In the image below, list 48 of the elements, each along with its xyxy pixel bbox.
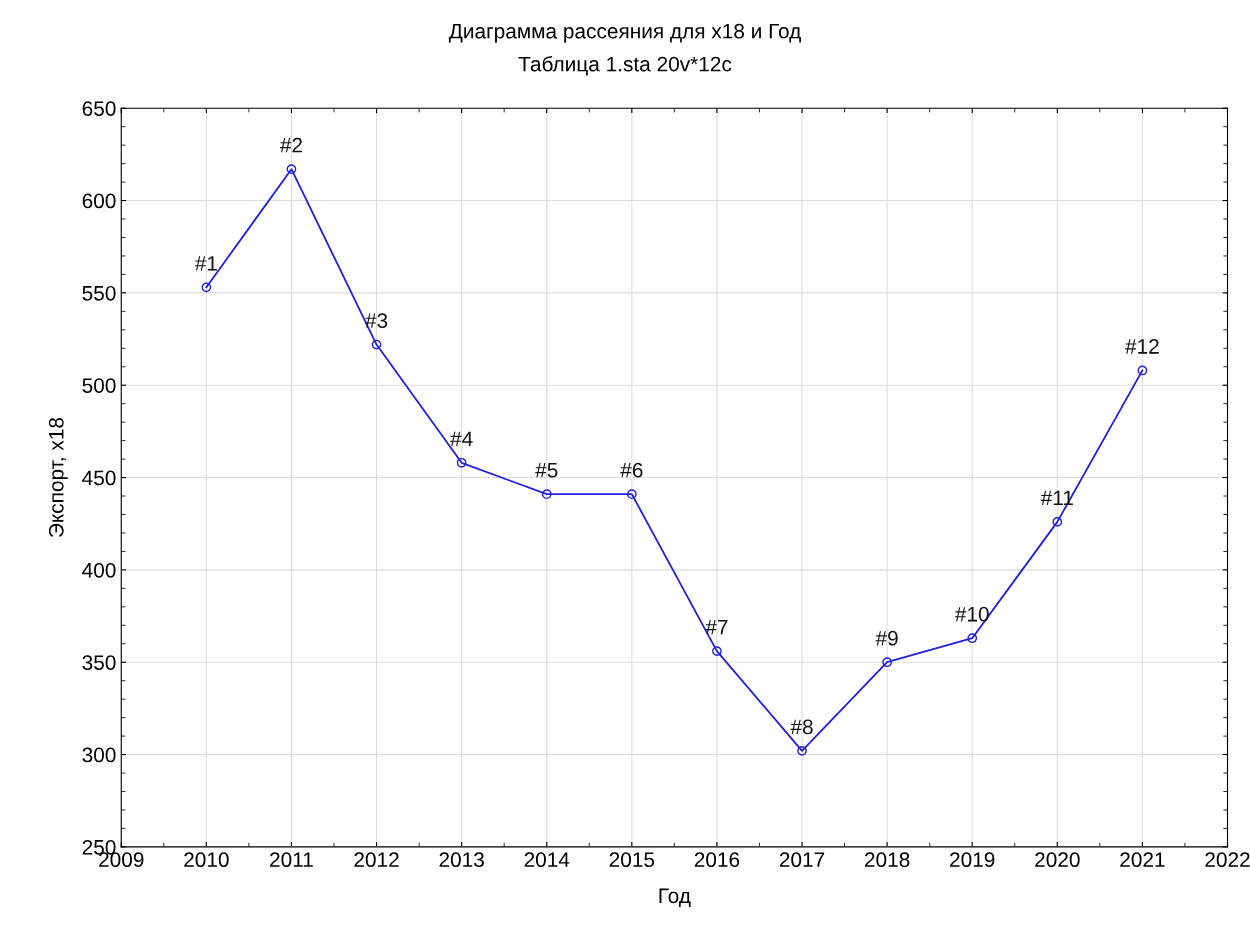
chart-title: Диаграмма рассеяния для x18 и Год: [448, 23, 801, 43]
point: [286, 164, 297, 175]
point: [797, 746, 807, 756]
x-tick-label: 2019: [950, 852, 995, 868]
x-tick-label: 2014: [524, 852, 570, 868]
annotation: #5: [535, 463, 558, 478]
annotation: #2: [279, 137, 302, 153]
x-tick-label: 2021: [1120, 852, 1165, 868]
x-tick-label: 2010: [184, 852, 229, 868]
annotation: #9: [875, 630, 898, 646]
y-tick-label: 300: [82, 747, 116, 763]
annotation: #4: [450, 431, 473, 446]
point: [371, 339, 382, 350]
x-tick-label: 2012: [354, 852, 399, 868]
y-tick-label: 350: [82, 655, 116, 670]
y-tick-label: 450: [82, 470, 116, 486]
x-tick-label: 2011: [270, 852, 313, 868]
y-axis-title: Экспорт, x18: [48, 417, 68, 538]
point: [1137, 365, 1148, 376]
x-tick-label: 2020: [1035, 852, 1080, 868]
point: [1052, 517, 1063, 527]
x-tick-label: 2018: [864, 852, 910, 868]
annotation: #12: [1125, 339, 1159, 354]
y-tick-label: 550: [82, 285, 116, 301]
annotation: #8: [790, 719, 813, 735]
point: [712, 646, 722, 657]
point: [967, 633, 978, 644]
x-tick-label: 2015: [609, 852, 655, 868]
x-axis-title: Год: [659, 888, 691, 908]
x-tick-label: 2013: [439, 852, 484, 868]
x-tick-label: 2017: [779, 852, 825, 868]
point: [626, 489, 637, 500]
y-tick-label: 500: [82, 378, 116, 393]
annotation: #1: [194, 256, 217, 271]
point: [201, 282, 212, 293]
x-tick-label: 2016: [694, 852, 740, 868]
annotation: #3: [365, 313, 388, 328]
point: [882, 657, 892, 668]
chart-subtitle: Таблица 1.sta 20v*12c: [518, 55, 732, 76]
annotation: #6: [620, 462, 643, 478]
point: [541, 489, 552, 500]
x-tick-label: 2022: [1205, 852, 1250, 868]
y-tick-label: 650: [82, 101, 116, 116]
point: [456, 457, 467, 468]
y-tick-label: 600: [82, 193, 116, 209]
annotation: #10: [954, 606, 989, 622]
y-tick-label: 400: [82, 562, 116, 578]
annotation: #7: [705, 619, 728, 635]
